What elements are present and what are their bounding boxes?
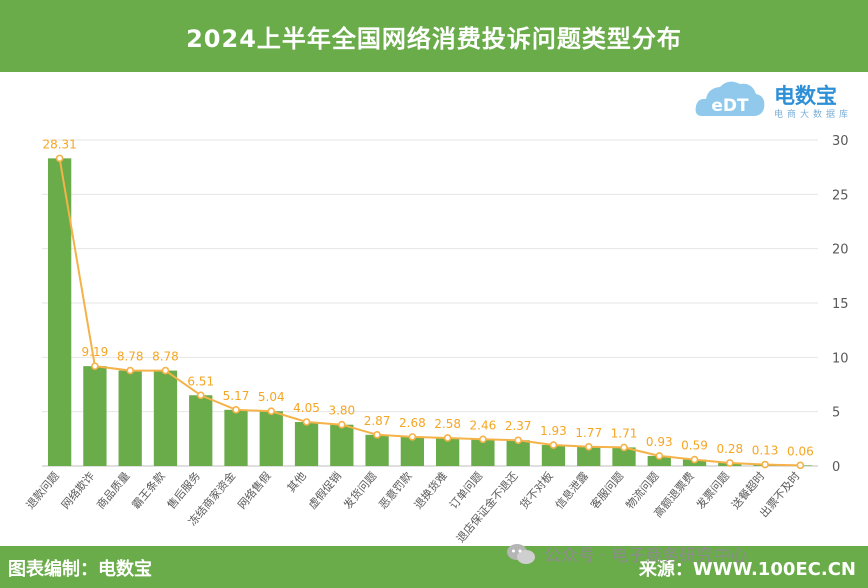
bar: [189, 395, 213, 466]
data-label: 0.28: [716, 442, 743, 456]
line-point: [655, 452, 664, 460]
x-tick-label: 网络售假: [235, 469, 274, 512]
logo: eDT 电数宝 电商大数据库: [694, 76, 864, 124]
logo-mark-text: eDT: [711, 96, 749, 116]
trend-line: [58, 158, 801, 467]
watermark: 公众号 · 电子商务研究中心: [506, 541, 747, 566]
x-tick-label: 其他: [285, 470, 309, 495]
data-label: 2.68: [399, 416, 426, 430]
line-point: [196, 391, 205, 400]
x-tick-label: 退换货难: [411, 469, 450, 512]
bar: [541, 445, 566, 466]
bar: [224, 409, 248, 466]
data-label: 2.37: [505, 419, 532, 433]
data-label: 1.77: [575, 426, 602, 440]
bar: [330, 424, 354, 466]
bar: [506, 440, 530, 466]
y-tick-label: 15: [832, 297, 849, 312]
data-label: 8.78: [117, 350, 144, 364]
bar: [400, 436, 425, 466]
footer: 图表编制：电数宝 来源：WWW.100EC.CN: [0, 546, 868, 588]
x-tick-label: 霸王条款: [129, 469, 168, 512]
bar: [435, 437, 460, 466]
line-point: [408, 433, 417, 441]
x-tick-label: 退店保证金不退还: [453, 469, 520, 544]
line-point: [796, 461, 805, 470]
bar: [471, 439, 495, 466]
bar: [294, 421, 319, 466]
bar: [612, 447, 636, 466]
bar: [47, 158, 72, 466]
line-point: [302, 418, 311, 426]
data-label: 6.51: [187, 374, 214, 388]
line-point: [161, 366, 170, 375]
data-label: 1.71: [611, 426, 638, 440]
line-point: [443, 434, 452, 442]
data-label: 5.17: [223, 389, 250, 403]
line-point: [91, 362, 99, 370]
line-point: [267, 407, 276, 416]
data-label: 2.87: [364, 414, 391, 428]
x-tick-label: 信息泄露: [552, 469, 591, 512]
line-point: [338, 420, 346, 429]
line-point: [479, 435, 487, 444]
y-tick-label: 10: [832, 351, 849, 366]
bar: [83, 366, 107, 466]
line-point: [232, 406, 240, 414]
data-label: 0.93: [646, 435, 673, 449]
line-point: [373, 431, 381, 439]
data-label: 4.05: [293, 401, 320, 415]
bar: [647, 455, 671, 466]
bar: [577, 446, 601, 466]
x-tick-label: 商品质量: [93, 469, 132, 512]
y-tick-label: 30: [832, 134, 849, 149]
data-label: 28.31: [42, 137, 76, 151]
cloud-logo-icon: eDT: [695, 81, 765, 116]
data-label: 8.78: [152, 350, 179, 364]
watermark-text: 公众号 · 电子商务研究中心: [544, 546, 748, 566]
bar: [259, 411, 283, 466]
x-tick-label: 货不对板: [517, 469, 556, 512]
x-tick-label: 发票问题: [693, 469, 732, 512]
y-tick-label: 25: [832, 188, 849, 203]
line-point: [126, 366, 134, 375]
x-tick-label: 网络欺诈: [58, 469, 97, 512]
line-point: [761, 460, 769, 469]
chart-header: 2024上半年全国网络消费投诉问题类型分布: [0, 0, 868, 72]
bar-line-chart: 051015202530%退款问题网络欺诈商品质量霸王条款售后服务冻结商家资金网…: [23, 134, 849, 544]
logo-name: 电数宝: [774, 84, 837, 108]
wechat-icon: [507, 543, 535, 564]
chart-title: 2024上半年全国网络消费投诉问题类型分布: [186, 24, 682, 53]
y-tick-label: 20: [832, 243, 849, 258]
data-label: 0.13: [752, 444, 779, 458]
line-point: [620, 443, 628, 452]
data-label: 5.04: [258, 390, 285, 404]
y-tick-label: 0: [832, 460, 840, 475]
data-label: 0.06: [787, 444, 814, 458]
footer-credit: 图表编制：电数宝: [8, 559, 152, 580]
data-label: 9.19: [82, 345, 109, 359]
line-point: [726, 459, 734, 467]
data-label: 1.93: [540, 424, 567, 438]
line-point: [549, 441, 558, 449]
line-point: [55, 154, 64, 163]
footer-source: 来源：WWW.100EC.CN: [638, 559, 856, 580]
x-tick-label: 退款问题: [23, 469, 62, 512]
data-label: 2.58: [434, 417, 461, 431]
data-label: 2.46: [470, 418, 497, 432]
x-tick-label: 恶意罚款: [376, 469, 415, 512]
x-tick-label: 发货问题: [340, 469, 379, 512]
x-tick-label: 客服问题: [587, 469, 626, 512]
bar: [365, 434, 389, 466]
y-tick-label: 5: [832, 406, 840, 421]
logo-subtitle: 电商大数据库: [774, 110, 853, 120]
bar: [153, 370, 178, 466]
line-point: [690, 455, 699, 464]
data-label: 3.80: [328, 404, 355, 418]
bar: [118, 370, 142, 466]
line-point: [514, 436, 522, 445]
data-label: 0.59: [681, 439, 708, 453]
line-point: [584, 442, 593, 451]
x-tick-label: 虚假促销: [305, 469, 344, 512]
